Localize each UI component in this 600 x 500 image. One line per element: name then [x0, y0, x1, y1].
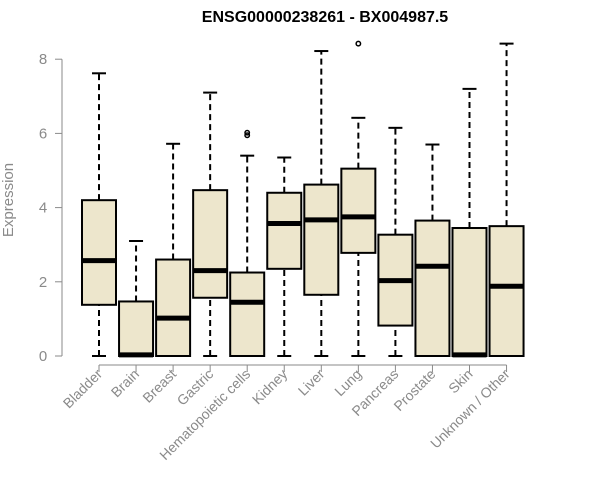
y-tick-label: 0	[39, 348, 47, 365]
y-tick-label: 6	[39, 125, 47, 142]
box-series	[81, 40, 525, 358]
outlier-point	[355, 40, 362, 47]
outlier-point	[244, 132, 251, 139]
iqr-box	[81, 199, 117, 306]
x-tick-label: Liver	[295, 366, 328, 399]
iqr-box	[155, 258, 192, 358]
iqr-box	[303, 183, 340, 296]
iqr-box	[229, 271, 266, 357]
chart-title: ENSG00000238261 - BX004987.5	[202, 9, 449, 26]
iqr-box	[340, 167, 377, 254]
y-tick-label: 8	[39, 51, 47, 68]
box-brain	[118, 239, 155, 358]
iqr-box	[118, 300, 155, 358]
box-lung	[340, 40, 377, 357]
iqr-box	[488, 225, 525, 357]
y-tick-label: 4	[39, 200, 47, 217]
y-axis: 0 2 4 6 8	[39, 51, 63, 365]
iqr-box	[192, 189, 229, 299]
x-tick-label: Lung	[331, 366, 364, 399]
x-tick-label: Prostate	[390, 366, 438, 414]
box-hematopoietic-cells	[229, 129, 266, 357]
x-tick-label: Brain	[108, 366, 142, 400]
box-pancreas	[377, 126, 414, 357]
x-tick-label: Skin	[445, 366, 476, 397]
box-gastric	[192, 91, 229, 357]
box-kidney	[266, 156, 303, 357]
box-liver	[303, 50, 340, 357]
box-prostate	[414, 143, 451, 357]
x-tick-label: Kidney	[249, 366, 291, 408]
y-tick-label: 2	[39, 274, 47, 291]
box-skin	[451, 87, 488, 358]
y-axis-label: Expression	[0, 163, 17, 237]
x-tick-label: Bladder	[60, 366, 106, 412]
outlier-point	[244, 129, 251, 136]
box-bladder	[81, 72, 117, 357]
iqr-box	[451, 227, 488, 358]
iqr-box	[266, 191, 303, 270]
x-tick-label: Breast	[139, 366, 179, 406]
iqr-box	[414, 219, 451, 357]
box-breast	[155, 142, 192, 358]
box-unknown-other	[488, 42, 525, 357]
